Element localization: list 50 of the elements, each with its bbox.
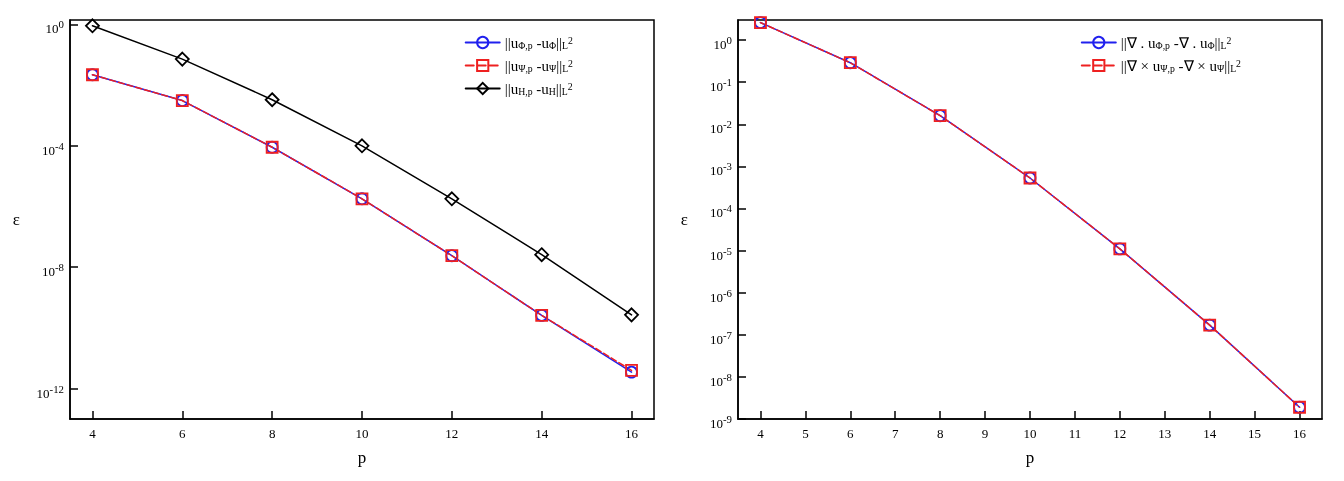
x-tick-label: 14 bbox=[535, 426, 549, 441]
x-tick-label: 6 bbox=[179, 426, 187, 441]
point bbox=[85, 18, 100, 34]
x-tick-label: 14 bbox=[1203, 426, 1217, 441]
x-tick-label: 12 bbox=[445, 426, 459, 441]
x-tick-label: 5 bbox=[802, 426, 809, 441]
x-tick-label: 13 bbox=[1158, 426, 1172, 441]
y-tick-label: 10$^{-8}$ bbox=[709, 369, 732, 392]
y-tick-label: 10$^{-3}$ bbox=[709, 159, 732, 181]
legend-label: ||uΨ,p -uΨ||L2 bbox=[504, 57, 574, 74]
y-axis-title: ε bbox=[12, 210, 20, 229]
legend-label: ||∇ . uΦ,p -∇ . uΦ||L2 bbox=[1120, 34, 1232, 51]
point bbox=[354, 138, 370, 154]
x-tick-label: 15 bbox=[1248, 426, 1262, 441]
y-tick-label: 10$^{-1}$ bbox=[709, 75, 732, 97]
y-tick-label: 10$^{-6}$ bbox=[709, 285, 732, 307]
point bbox=[624, 307, 639, 323]
y-tick-label: 10$^{-2}$ bbox=[709, 117, 732, 139]
x-tick-label: 6 bbox=[847, 426, 855, 441]
point bbox=[444, 191, 460, 207]
x-tick-label: 8 bbox=[936, 426, 944, 441]
y-tick-label: 10$^{-5}$ bbox=[709, 243, 732, 265]
x-tick-label: 12 bbox=[1113, 426, 1127, 441]
x-tick-label: 4 bbox=[89, 426, 97, 441]
point bbox=[264, 92, 280, 108]
y-tick-label: 10$^{-4}$ bbox=[709, 201, 732, 223]
x-tick-label: 9 bbox=[981, 426, 989, 441]
y-tick-label: 10$^{-7}$ bbox=[709, 327, 732, 350]
x-tick-label: 16 bbox=[1293, 426, 1307, 441]
x-axis-title: p bbox=[1025, 448, 1035, 467]
y-tick-label: 10$^{0}$ bbox=[713, 33, 732, 55]
x-tick-label: 10 bbox=[355, 426, 369, 441]
point bbox=[534, 247, 550, 263]
y-tick-label: 10$^{-12}$ bbox=[36, 381, 64, 403]
legend-label: ||∇ × uΨ,p -∇ × uΨ||L2 bbox=[1120, 57, 1242, 74]
x-tick-label: 16 bbox=[625, 426, 639, 441]
legend-label: ||uH,p -uH||L2 bbox=[504, 80, 573, 97]
legend-label: ||uΦ,p -uΦ||L2 bbox=[504, 34, 573, 51]
y-tick-label: 10$^{-8}$ bbox=[41, 260, 64, 282]
point bbox=[174, 51, 190, 67]
x-tick-label: 10 bbox=[1023, 426, 1037, 441]
x-tick-label: 8 bbox=[268, 426, 276, 441]
y-tick-label: 10$^{-4}$ bbox=[41, 138, 64, 161]
x-tick-label: 4 bbox=[757, 426, 765, 441]
y-tick-label: 10$^{0}$ bbox=[45, 17, 64, 39]
x-axis-title: p bbox=[357, 448, 367, 467]
y-tick-label: 10$^{-9}$ bbox=[709, 412, 732, 434]
x-tick-label: 11 bbox=[1068, 426, 1082, 441]
y-axis-title: ε bbox=[680, 210, 688, 229]
x-tick-label: 7 bbox=[891, 426, 899, 441]
